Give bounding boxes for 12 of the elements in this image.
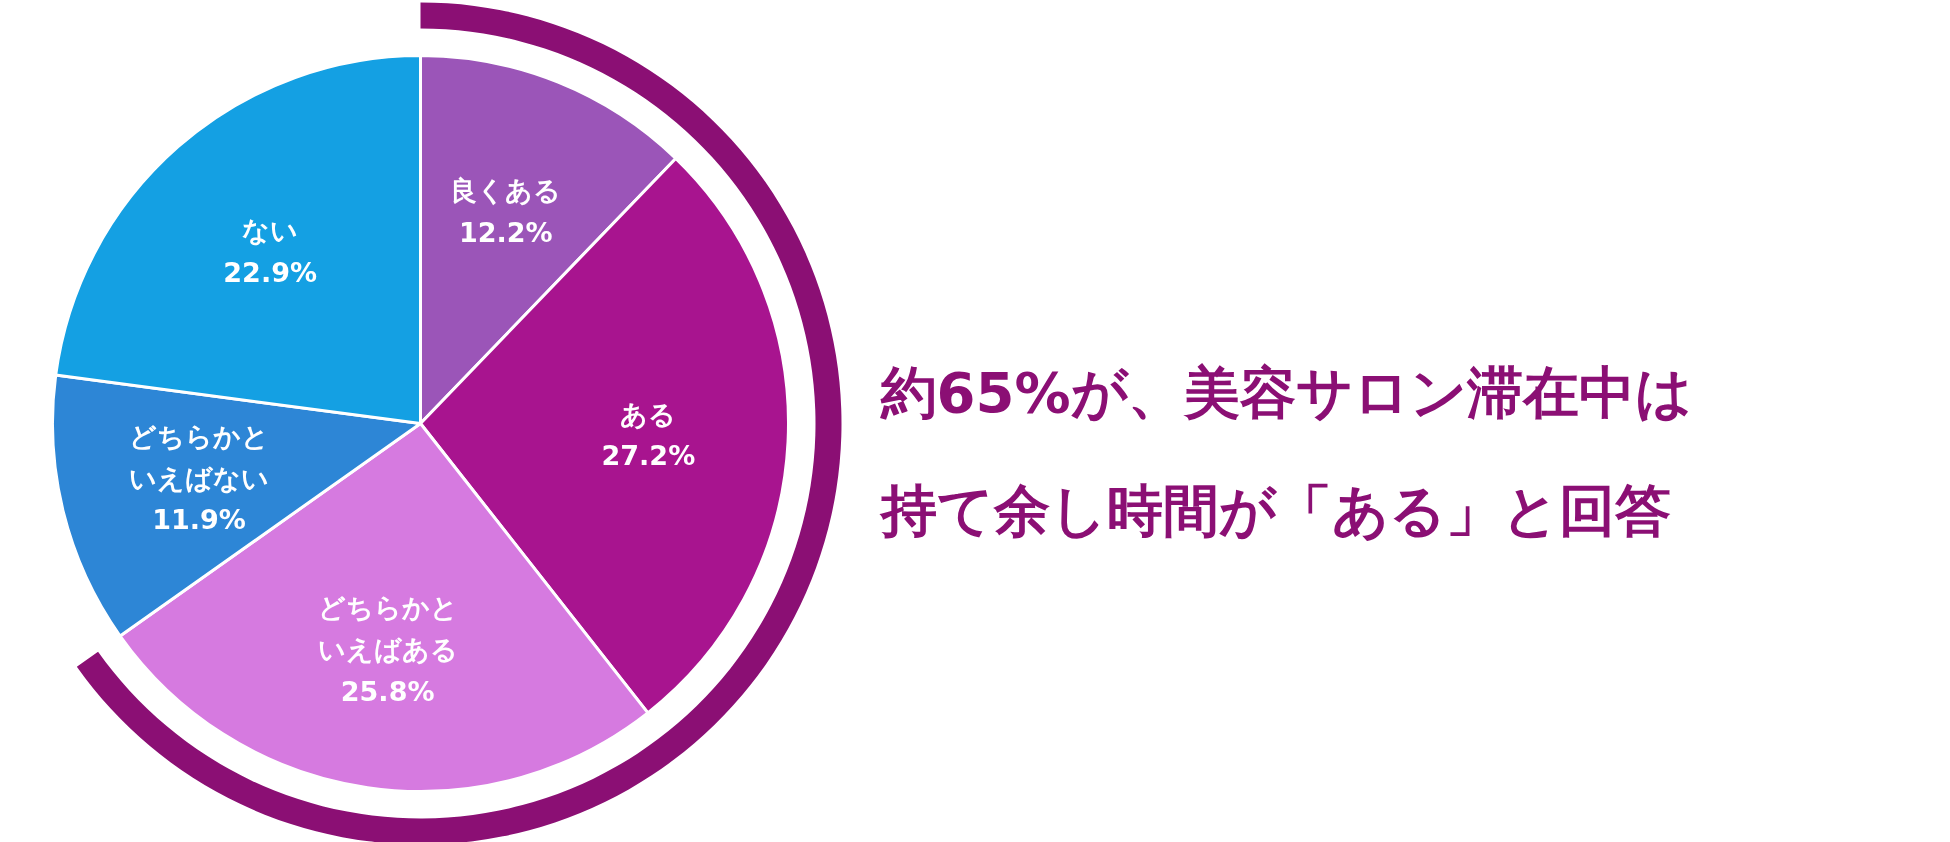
data-label: 25.8% xyxy=(340,675,435,707)
slice-label: どちらかといえばある xyxy=(317,591,458,665)
text: 約65%が、美容サロン滞在中は xyxy=(879,360,1692,425)
slice-label: ない xyxy=(242,215,299,247)
slice-label: どちらかといえばない xyxy=(128,420,269,494)
data-label: 27.2% xyxy=(601,440,696,472)
slice-label: ある xyxy=(620,398,677,430)
data-label: 11.9% xyxy=(152,504,246,536)
slice-label: 良くある xyxy=(450,175,562,207)
data-label: 12.2% xyxy=(458,217,553,249)
data-label: 22.9% xyxy=(223,257,317,289)
text: 持て余し時間が「ある」と回答 xyxy=(878,478,1671,543)
